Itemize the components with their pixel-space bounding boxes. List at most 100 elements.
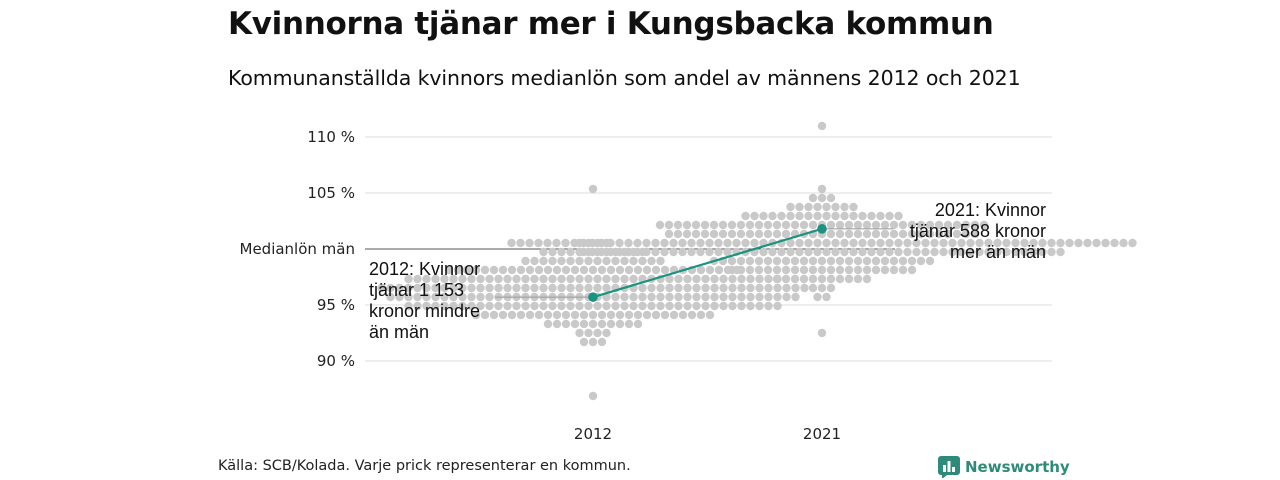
municipality-dot	[651, 265, 661, 275]
municipality-dot	[790, 265, 800, 275]
municipality-dot	[696, 310, 706, 320]
municipality-dot	[1065, 238, 1074, 248]
municipality-dot	[853, 256, 863, 266]
municipality-dot	[961, 220, 971, 230]
municipality-dot	[629, 292, 638, 302]
municipality-dot	[970, 220, 980, 230]
municipality-dot	[921, 247, 930, 257]
municipality-dot	[813, 292, 822, 302]
highlight-line	[592, 227, 823, 299]
municipality-dot	[844, 265, 854, 275]
municipality-dot	[710, 274, 719, 284]
municipality-dot	[844, 229, 854, 239]
municipality-dot	[808, 283, 818, 293]
municipality-dot	[471, 265, 481, 275]
municipality-dot	[768, 247, 777, 257]
municipality-dot	[871, 256, 881, 266]
municipality-dot	[898, 256, 908, 266]
municipality-dot	[867, 238, 876, 248]
municipality-dot	[849, 202, 858, 212]
municipality-dot	[395, 283, 404, 293]
municipality-dot	[548, 301, 557, 311]
municipality-dot	[458, 292, 467, 302]
municipality-dot	[570, 310, 580, 320]
municipality-dot	[656, 256, 665, 266]
municipality-dot	[782, 283, 791, 293]
municipality-dot	[925, 220, 935, 230]
municipality-dot	[597, 265, 607, 275]
municipality-dot	[449, 283, 458, 293]
municipality-dot	[615, 247, 624, 257]
municipality-dot	[790, 274, 800, 284]
municipality-dot	[566, 283, 575, 293]
municipality-dot	[615, 319, 625, 329]
brand-logo: Newsworthy	[938, 456, 1070, 478]
municipality-dot	[732, 238, 741, 248]
municipality-dot	[849, 247, 858, 257]
municipality-dot	[539, 301, 548, 311]
municipality-dot	[588, 319, 598, 329]
municipality-dot	[817, 121, 827, 131]
x-tick-label: 2012	[574, 425, 612, 443]
municipality-dot	[633, 319, 643, 329]
municipality-dot	[507, 238, 516, 248]
municipality-dot	[813, 238, 822, 248]
municipality-dot	[822, 238, 831, 248]
municipality-dot	[862, 220, 872, 230]
municipality-dot	[651, 247, 660, 257]
municipality-dot	[817, 283, 827, 293]
municipality-dot	[395, 292, 404, 302]
municipality-dot	[1002, 247, 1011, 257]
municipality-dot	[880, 265, 890, 275]
municipality-dot	[889, 256, 899, 266]
municipality-dot	[602, 256, 611, 266]
municipality-dot	[458, 283, 467, 293]
municipality-dot	[709, 229, 719, 239]
annotation-2021-line: tjänar 588 kronor	[910, 221, 1046, 241]
municipality-dot	[656, 283, 665, 293]
municipality-dot	[655, 220, 665, 230]
municipality-dot	[1029, 247, 1038, 257]
municipality-dot	[984, 247, 993, 257]
municipality-dot	[871, 229, 881, 239]
municipality-dot	[723, 247, 732, 257]
municipality-dot	[755, 283, 764, 293]
municipality-dot	[642, 265, 652, 275]
municipality-dot	[840, 247, 849, 257]
municipality-dot	[772, 229, 782, 239]
municipality-dot	[593, 328, 602, 338]
municipality-dot	[710, 292, 719, 302]
municipality-dot	[611, 256, 620, 266]
annotation-2021-line: 2021: Kvinnor	[935, 200, 1046, 220]
municipality-dot	[826, 229, 836, 239]
municipality-dot	[795, 211, 804, 221]
municipality-dot	[817, 193, 827, 203]
chart-title: Kvinnorna tjänar mer i Kungsbacka kommun	[228, 6, 994, 42]
municipality-dot	[683, 301, 692, 311]
municipality-dot	[1020, 238, 1029, 248]
municipality-dot	[647, 301, 656, 311]
municipality-dot	[853, 220, 863, 230]
municipality-dot	[907, 220, 917, 230]
municipality-dot	[561, 319, 571, 329]
municipality-dot	[808, 265, 818, 275]
municipality-dot	[907, 229, 917, 239]
municipality-dot	[687, 310, 697, 320]
municipality-dot	[422, 274, 431, 284]
municipality-dot	[745, 256, 755, 266]
municipality-dot	[1056, 238, 1065, 248]
municipality-dot	[593, 301, 602, 311]
municipality-dot	[1011, 238, 1020, 248]
municipality-dot	[701, 274, 710, 284]
municipality-dot	[880, 256, 890, 266]
municipality-dot	[840, 211, 849, 221]
municipality-dot	[525, 310, 535, 320]
municipality-dot	[431, 283, 440, 293]
municipality-dot	[701, 301, 710, 311]
municipality-dot	[795, 202, 804, 212]
municipality-dot	[889, 220, 899, 230]
municipality-dot	[782, 292, 791, 302]
municipality-dot	[840, 238, 849, 248]
municipality-dot	[790, 256, 800, 266]
